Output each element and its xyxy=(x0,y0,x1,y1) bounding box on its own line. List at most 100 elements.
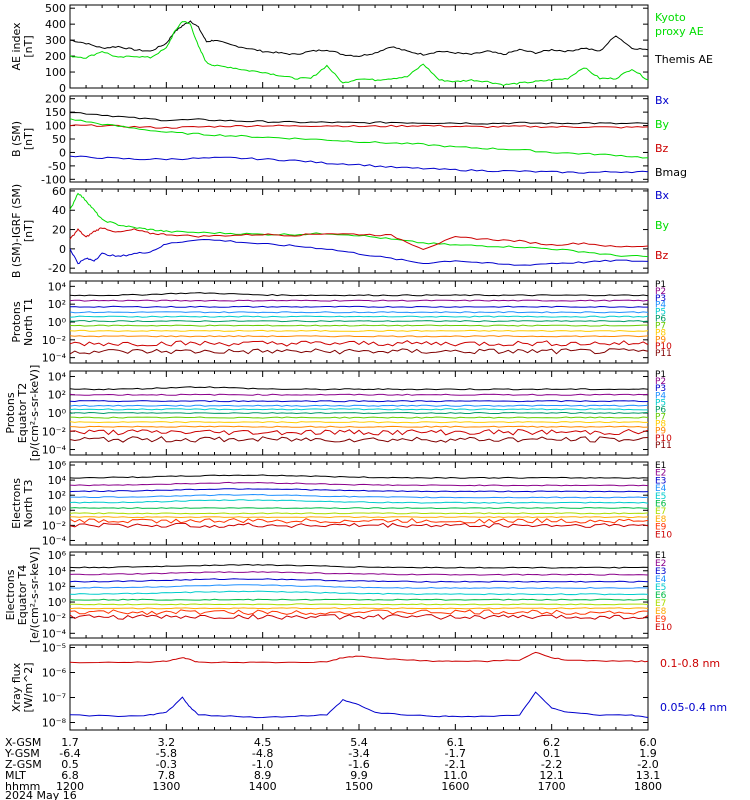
legend-entry: P5 xyxy=(655,308,666,318)
x-axis-value: 9.9 xyxy=(350,769,368,782)
series-line xyxy=(69,192,649,258)
x-axis-row-label: X-GSM xyxy=(5,736,41,749)
y-tick-label: -100 xyxy=(41,173,66,186)
x-axis-value: 1600 xyxy=(441,780,469,793)
y-tick-label: 40 xyxy=(52,204,66,217)
channel-line xyxy=(69,408,648,411)
legend-entry: E6 xyxy=(655,500,667,510)
x-axis-value: 1.9 xyxy=(639,747,657,760)
x-axis-value: -4.8 xyxy=(252,747,273,760)
legend-entry: E1 xyxy=(655,551,666,561)
y-tick-label: 400 xyxy=(45,18,66,31)
y-tick-label: 0 xyxy=(59,243,66,256)
legend-entry: P6 xyxy=(655,405,666,415)
legend-entry: P11 xyxy=(655,441,672,451)
channel-line xyxy=(69,320,649,323)
panel-frame xyxy=(69,644,649,731)
legend-entry: 0.1-0.8 nm xyxy=(660,657,720,670)
legend-entry: By xyxy=(655,219,670,232)
legend-entry: E5 xyxy=(655,583,666,593)
y-tick-label: 10⁻⁸ xyxy=(42,717,67,730)
x-axis-value: 6.1 xyxy=(447,736,465,749)
channel-line xyxy=(69,386,649,391)
channel-line xyxy=(69,499,649,504)
channel-line xyxy=(69,404,649,407)
x-axis-value: 5.4 xyxy=(350,736,368,749)
channel-line xyxy=(69,425,649,428)
series-line xyxy=(69,20,649,87)
legend-entry: P1 xyxy=(655,370,666,380)
x-axis-value: 3.2 xyxy=(158,736,176,749)
channel-line xyxy=(69,335,649,338)
y-tick-label: 10⁻⁴ xyxy=(42,627,67,640)
channel-line xyxy=(69,324,648,327)
channel-line xyxy=(70,493,649,499)
legend-entry: E7 xyxy=(655,507,666,517)
channel-line xyxy=(69,416,649,419)
legend-entry: E3 xyxy=(655,476,666,486)
legend-entry: P9 xyxy=(655,427,666,437)
y-tick-label: 10⁴ xyxy=(48,565,67,578)
legend-entry: E4 xyxy=(655,575,667,585)
y-tick-label: 300 xyxy=(45,34,66,47)
y-tick-label: 10⁻⁷ xyxy=(42,692,66,705)
x-axis-row-label: Z-GSM xyxy=(5,758,42,771)
channel-line xyxy=(69,474,649,479)
x-axis-value: 13.1 xyxy=(636,769,661,782)
y-tick-label: 50 xyxy=(52,133,66,146)
y-tick-label: -20 xyxy=(48,262,66,275)
channel-line xyxy=(69,292,649,297)
y-axis-label: Xray flux[W/m^2] xyxy=(10,662,35,712)
legend-entry-line2: proxy AE xyxy=(655,25,704,38)
x-axis-value: -5.8 xyxy=(156,747,177,760)
legend-entry: E1 xyxy=(655,461,666,471)
y-tick-label: 10⁰ xyxy=(48,316,67,329)
y-tick-label: 10⁶ xyxy=(48,459,67,472)
x-axis-value: -2.1 xyxy=(445,758,466,771)
legend-entry: P10 xyxy=(655,342,672,352)
x-axis-value: 6.0 xyxy=(639,736,657,749)
series-line xyxy=(69,691,649,719)
x-axis-row-label: Y-GSM xyxy=(4,747,40,760)
channel-line xyxy=(69,613,649,620)
legend-entry: P6 xyxy=(655,315,666,325)
channel-line xyxy=(69,584,649,589)
legend-entry: Bx xyxy=(655,94,670,107)
channel-line xyxy=(69,488,649,493)
channel-line xyxy=(69,315,649,318)
legend-entry: Kyoto xyxy=(655,11,686,24)
x-axis-value: -0.3 xyxy=(156,758,177,771)
legend-entry: P1 xyxy=(655,280,666,290)
y-tick-label: -50 xyxy=(48,160,66,173)
channel-line xyxy=(69,421,648,424)
series-line xyxy=(69,124,649,129)
channel-line xyxy=(69,299,649,302)
legend-entry: P7 xyxy=(655,413,666,423)
y-tick-label: 0 xyxy=(59,146,66,159)
channel-line xyxy=(70,603,649,606)
y-tick-label: 10⁶ xyxy=(48,549,67,562)
x-axis-value: 12.1 xyxy=(539,769,564,782)
x-axis-value: -3.4 xyxy=(348,747,369,760)
panel-frame xyxy=(69,95,649,183)
panel-frame xyxy=(69,280,649,364)
y-tick-label: 10⁻² xyxy=(42,612,66,625)
y-tick-label: 10⁴ xyxy=(48,474,67,487)
x-axis-value: -2.0 xyxy=(637,758,658,771)
y-tick-label: 60 xyxy=(52,185,66,198)
x-axis-value: 1800 xyxy=(634,780,662,793)
legend-entry: P2 xyxy=(655,287,666,297)
series-line xyxy=(69,111,649,125)
legend-entry: E6 xyxy=(655,591,667,601)
legend-entry: E9 xyxy=(655,523,667,533)
y-tick-label: 10⁴ xyxy=(48,370,67,383)
x-axis-row-label: hhmm xyxy=(5,780,40,793)
y-tick-label: 10⁻⁵ xyxy=(42,642,66,655)
x-axis-value: -2.2 xyxy=(541,758,562,771)
channel-line xyxy=(69,481,649,487)
legend-entry: Bx xyxy=(655,189,670,202)
y-axis-label: AE index[nT] xyxy=(10,22,35,71)
y-axis-label: ElectronsEquator T4[e/(cm²-s-sr-keV)] xyxy=(4,547,41,643)
x-axis-value: -1.0 xyxy=(252,758,273,771)
x-axis-value: 1700 xyxy=(538,780,566,793)
